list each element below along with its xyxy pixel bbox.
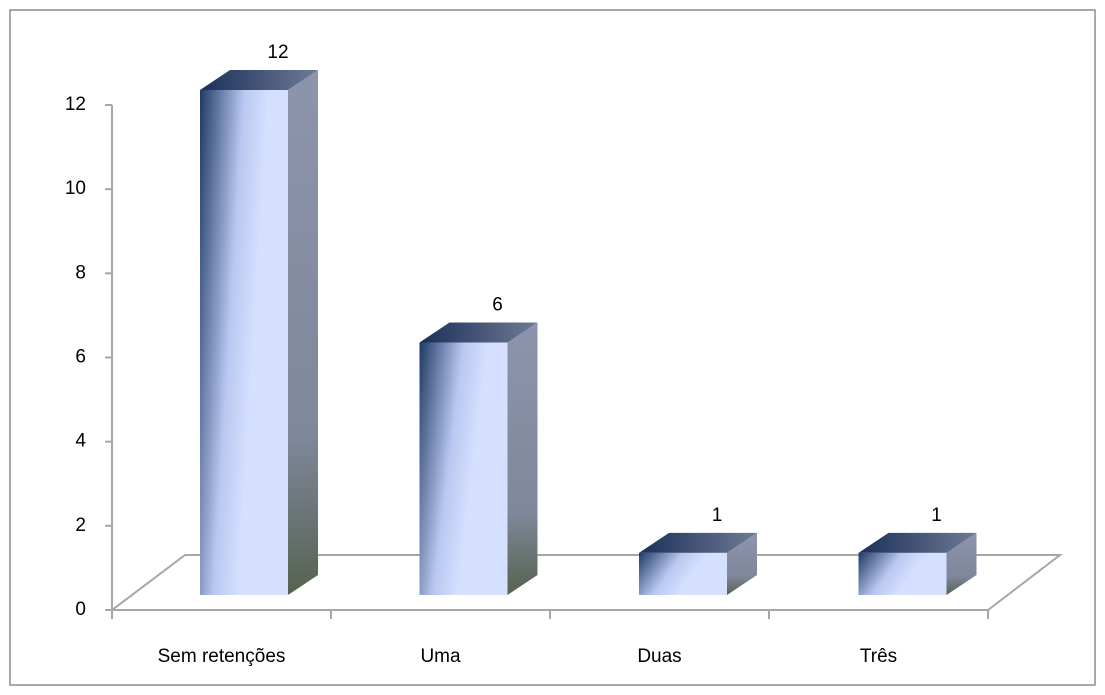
x-tick-label: Três [860,646,897,667]
bar [639,552,727,595]
data-label: 6 [492,295,503,316]
y-tick-label: 2 [75,515,86,536]
x-tick-label: Duas [637,646,681,667]
data-label: 12 [267,42,288,63]
y-tick-label: 12 [65,94,86,115]
floor [109,554,1063,611]
y-tick-label: 8 [75,262,86,283]
x-tick-label: Sem retenções [158,646,286,667]
bar [419,342,508,595]
y-tick-label: 4 [75,431,86,452]
y-tick-label: 10 [65,178,86,199]
x-tick-label: Uma [420,646,461,667]
bar-side [946,532,977,595]
bar-top [858,532,977,553]
bar-top [639,532,757,553]
bar-top [200,70,318,90]
bar-side [507,322,538,595]
bar-top [419,322,538,343]
bar [858,552,947,595]
data-label: 1 [712,505,723,526]
bar [200,90,288,595]
y-tick-label: 0 [75,599,86,620]
bar-side [727,532,757,595]
data-label: 1 [931,505,942,526]
bar-side [288,70,318,595]
y-tick-label: 6 [75,347,86,368]
